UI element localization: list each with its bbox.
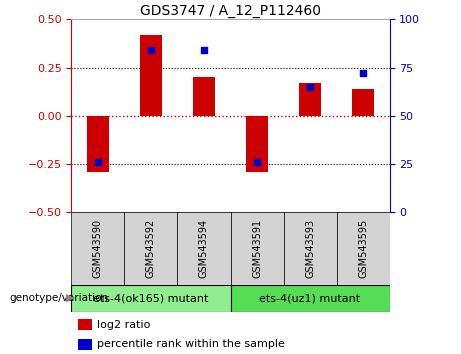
Text: GSM543593: GSM543593	[305, 219, 315, 278]
Bar	[177, 212, 230, 285]
Point	[94, 159, 101, 165]
Text: GSM543590: GSM543590	[93, 219, 103, 278]
Bar	[230, 285, 390, 312]
Text: GSM543592: GSM543592	[146, 219, 156, 278]
Text: GSM543595: GSM543595	[358, 219, 368, 278]
Bar	[140, 35, 161, 116]
Bar	[337, 212, 390, 285]
Bar	[284, 212, 337, 285]
Text: percentile rank within the sample: percentile rank within the sample	[97, 339, 285, 349]
Bar	[124, 212, 177, 285]
Point	[200, 47, 207, 53]
Text: log2 ratio: log2 ratio	[97, 320, 150, 330]
Bar	[299, 83, 320, 116]
Bar	[78, 338, 92, 350]
Text: ▶: ▶	[66, 293, 74, 303]
Bar	[246, 116, 267, 172]
Point	[148, 47, 155, 53]
Text: ets-4(ok165) mutant: ets-4(ok165) mutant	[93, 293, 209, 303]
Bar	[87, 116, 108, 172]
Bar	[193, 78, 214, 116]
Bar	[352, 89, 373, 116]
Bar	[78, 319, 92, 330]
Bar	[230, 212, 284, 285]
Text: GSM543594: GSM543594	[199, 219, 209, 278]
Bar	[71, 285, 230, 312]
Text: genotype/variation: genotype/variation	[9, 293, 108, 303]
Title: GDS3747 / A_12_P112460: GDS3747 / A_12_P112460	[140, 5, 321, 18]
Point	[359, 71, 366, 76]
Text: ets-4(uz1) mutant: ets-4(uz1) mutant	[260, 293, 361, 303]
Point	[254, 159, 261, 165]
Bar	[71, 212, 124, 285]
Text: GSM543591: GSM543591	[252, 219, 262, 278]
Point	[306, 84, 313, 90]
